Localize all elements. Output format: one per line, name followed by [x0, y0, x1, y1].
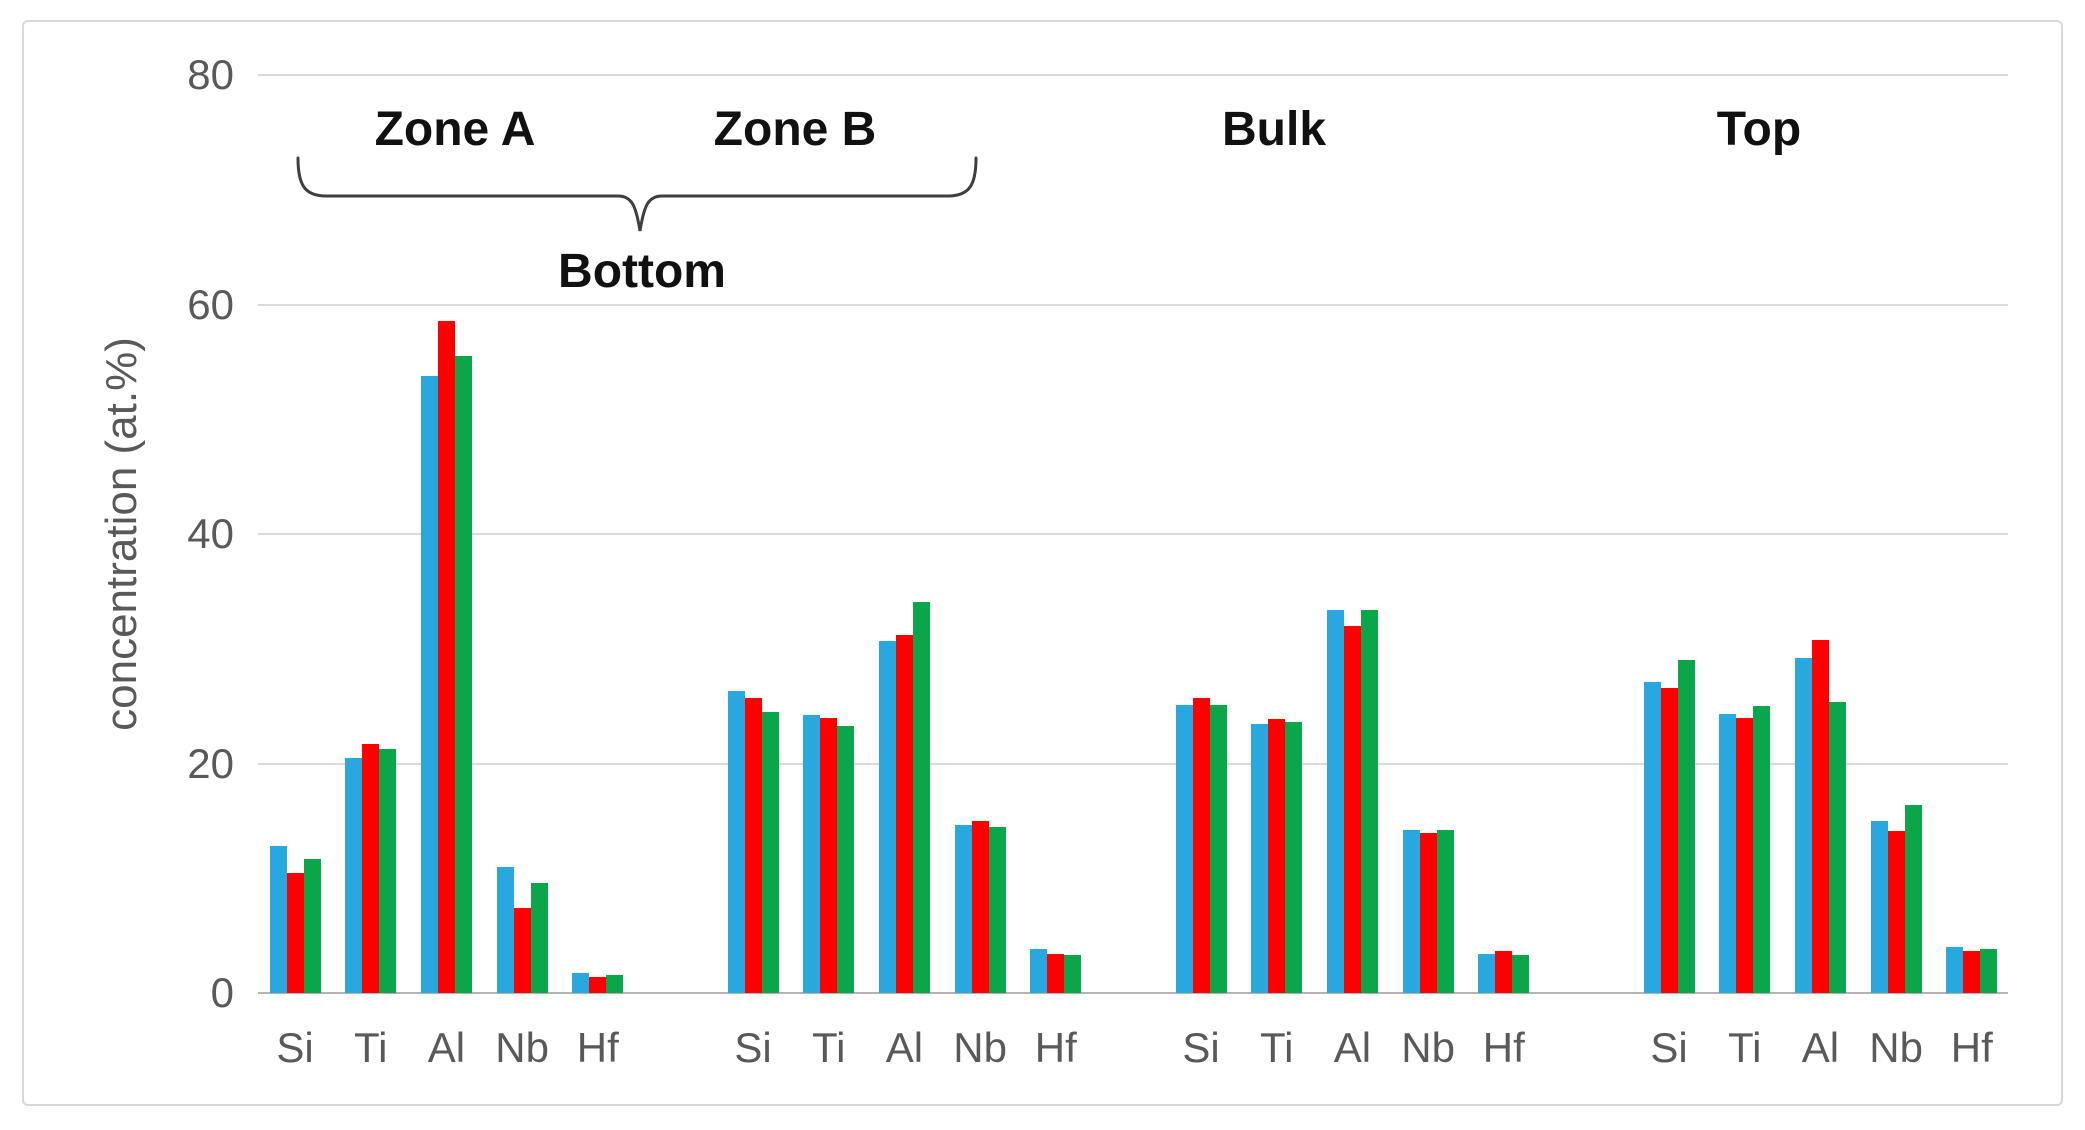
x-label-top-hf: Hf — [1950, 1024, 1993, 1071]
bar-zone-a-ti-red-series — [362, 743, 380, 993]
x-label-top-ti: Ti — [1727, 1024, 1762, 1071]
bar-zone-a-si-blue-series — [269, 846, 287, 993]
x-label-bulk-nb: Nb — [1401, 1024, 1455, 1071]
y-tick-label-20: 20 — [187, 739, 234, 787]
bar-zone-b-nb-blue-series — [954, 825, 972, 993]
bar-top-hf-red-series — [1963, 950, 1981, 993]
x-label-zone-b-hf: Hf — [1034, 1024, 1077, 1071]
x-label-top-nb: Nb — [1869, 1024, 1923, 1071]
bar-bulk-nb-red-series — [1419, 833, 1437, 993]
bar-top-nb-blue-series — [1870, 820, 1888, 993]
bar-bulk-al-blue-series — [1326, 609, 1344, 993]
x-label-zone-a-nb: Nb — [495, 1024, 549, 1071]
bar-zone-b-si-blue-series — [727, 691, 745, 993]
bar-zone-a-hf-blue-series — [572, 973, 590, 993]
bar-bulk-nb-green-series — [1436, 830, 1454, 993]
bar-zone-a-si-green-series — [303, 858, 321, 993]
bar-top-si-blue-series — [1643, 682, 1661, 993]
bar-zone-b-ti-blue-series — [803, 715, 821, 993]
bar-bulk-al-red-series — [1343, 625, 1361, 993]
x-label-zone-b-al: Al — [885, 1024, 924, 1071]
bar-top-si-red-series — [1660, 687, 1678, 993]
bar-bulk-si-red-series — [1192, 698, 1210, 993]
bar-top-hf-blue-series — [1946, 947, 1964, 993]
bar-zone-a-hf-green-series — [606, 974, 624, 993]
bar-zone-b-al-red-series — [895, 634, 913, 993]
bar-zone-b-si-red-series — [744, 698, 762, 993]
gridline-80 — [258, 74, 2008, 76]
bar-zone-a-ti-green-series — [379, 748, 397, 993]
x-label-zone-b-ti: Ti — [811, 1024, 846, 1071]
bar-bulk-ti-blue-series — [1251, 724, 1269, 993]
chart-frame: concentration (at.%) 0 20 40 60 80 Si Ti Al Nb H… — [22, 20, 2063, 1106]
x-label-zone-b-nb: Nb — [953, 1024, 1007, 1071]
x-label-zone-a-hf: Hf — [576, 1024, 619, 1071]
bar-top-ti-red-series — [1736, 717, 1754, 993]
bar-top-al-green-series — [1828, 701, 1846, 993]
bar-bulk-si-green-series — [1209, 704, 1227, 993]
x-label-top-al: Al — [1801, 1024, 1840, 1071]
bar-zone-b-nb-green-series — [988, 826, 1006, 993]
bar-bulk-ti-red-series — [1268, 718, 1286, 993]
bar-bulk-hf-blue-series — [1478, 953, 1496, 993]
bar-top-hf-green-series — [1980, 949, 1998, 993]
bar-top-al-blue-series — [1794, 657, 1812, 993]
bar-bulk-nb-blue-series — [1402, 830, 1420, 993]
x-label-bulk-al: Al — [1333, 1024, 1372, 1071]
bar-zone-b-hf-red-series — [1047, 953, 1065, 993]
bar-zone-b-ti-green-series — [837, 725, 855, 993]
y-tick-label-60: 60 — [187, 280, 234, 328]
bar-bulk-ti-green-series — [1285, 722, 1303, 993]
group-label-zone-a: Zone A — [374, 103, 536, 156]
bar-zone-a-ti-blue-series — [345, 757, 363, 993]
gridline-20 — [258, 762, 2008, 765]
bar-top-ti-green-series — [1753, 706, 1771, 993]
bar-top-si-green-series — [1677, 660, 1695, 993]
bar-bulk-hf-red-series — [1495, 950, 1513, 993]
group-label-bulk: Bulk — [1221, 103, 1327, 156]
bar-zone-b-al-green-series — [912, 601, 930, 993]
x-label-bulk-si: Si — [1182, 1024, 1220, 1071]
bar-zone-a-nb-red-series — [513, 908, 531, 993]
x-label-zone-a-ti: Ti — [353, 1024, 388, 1071]
bar-zone-a-hf-red-series — [589, 976, 607, 993]
group-label-top: Top — [1716, 103, 1802, 156]
bar-zone-b-si-green-series — [761, 711, 779, 993]
bracket-label-bottom: Bottom — [558, 245, 726, 298]
bar-zone-a-nb-green-series — [530, 882, 548, 993]
gridline-60 — [258, 303, 2008, 306]
x-label-zone-b-si: Si — [734, 1024, 772, 1071]
bar-zone-b-ti-red-series — [820, 717, 838, 993]
bar-zone-a-nb-blue-series — [496, 866, 514, 993]
bar-top-nb-green-series — [1904, 804, 1922, 993]
bar-zone-a-al-blue-series — [420, 375, 438, 993]
bar-zone-a-al-green-series — [454, 356, 472, 993]
y-tick-label-80: 80 — [187, 51, 234, 98]
y-tick-label-40: 40 — [187, 510, 234, 557]
bar-zone-a-al-red-series — [437, 320, 455, 993]
bar-top-ti-blue-series — [1719, 714, 1737, 993]
bar-top-nb-red-series — [1887, 831, 1905, 993]
x-label-zone-a-si: Si — [276, 1024, 314, 1071]
x-label-bulk-hf: Hf — [1482, 1024, 1525, 1071]
bar-bulk-al-green-series — [1360, 609, 1378, 993]
bar-zone-a-si-red-series — [286, 872, 304, 993]
gridline-40 — [258, 533, 2008, 535]
x-label-zone-a-al: Al — [427, 1024, 466, 1071]
x-axis-line — [258, 992, 2008, 994]
bar-zone-b-hf-blue-series — [1030, 949, 1048, 993]
x-label-bulk-ti: Ti — [1259, 1024, 1294, 1071]
bar-bulk-si-blue-series — [1175, 704, 1193, 993]
bar-top-al-red-series — [1811, 639, 1829, 993]
bar-zone-b-hf-green-series — [1064, 955, 1082, 993]
bar-zone-b-nb-red-series — [971, 820, 989, 993]
group-label-zone-b: Zone B — [713, 103, 877, 156]
x-label-top-si: Si — [1650, 1024, 1688, 1071]
y-tick-label-0: 0 — [210, 969, 234, 1016]
bar-bulk-hf-green-series — [1512, 955, 1530, 993]
bar-zone-b-al-blue-series — [878, 640, 896, 993]
